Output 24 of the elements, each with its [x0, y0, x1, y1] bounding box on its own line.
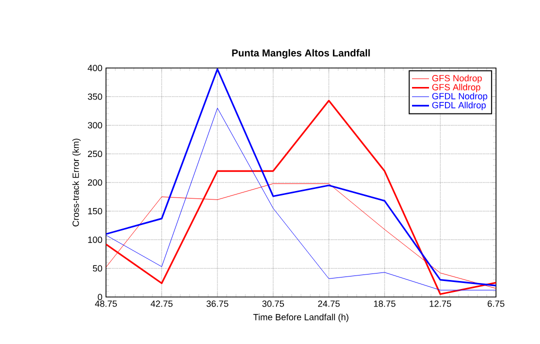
- y-tick-label: 350: [88, 93, 102, 100]
- x-tick-label: 6.75: [488, 300, 504, 307]
- y-tick-label: 0: [98, 294, 102, 300]
- x-tick-label: 12.75: [430, 300, 452, 307]
- x-tick-label: 48.75: [94, 300, 117, 307]
- y-axis-title: Cross-track Error (km): [72, 138, 81, 226]
- legend-label: GFDL Nodrop: [432, 92, 488, 102]
- x-tick-label: 42.75: [150, 300, 173, 307]
- legend-label: GFDL Alldrop: [432, 102, 486, 110]
- x-axis-title: Time Before Landfall (h): [253, 314, 348, 322]
- x-tick-label: 36.75: [206, 300, 228, 307]
- x-tick-label: 30.75: [262, 300, 284, 307]
- legend-label: GFS Alldrop: [432, 84, 480, 92]
- y-tick-label: 250: [88, 150, 102, 158]
- y-tick-label: 300: [88, 122, 102, 128]
- y-tick-label: 100: [88, 236, 102, 243]
- y-tick-label: 400: [88, 64, 102, 72]
- chart-title: Punta Mangles Altos Landfall: [232, 49, 370, 58]
- y-tick-label: 150: [88, 208, 102, 214]
- x-tick-label: 24.75: [318, 300, 340, 307]
- y-tick-label: 50: [92, 265, 102, 272]
- legend-label: GFS Nodrop: [432, 74, 482, 84]
- y-tick-label: 200: [88, 179, 102, 186]
- x-tick-label: 18.75: [374, 300, 396, 307]
